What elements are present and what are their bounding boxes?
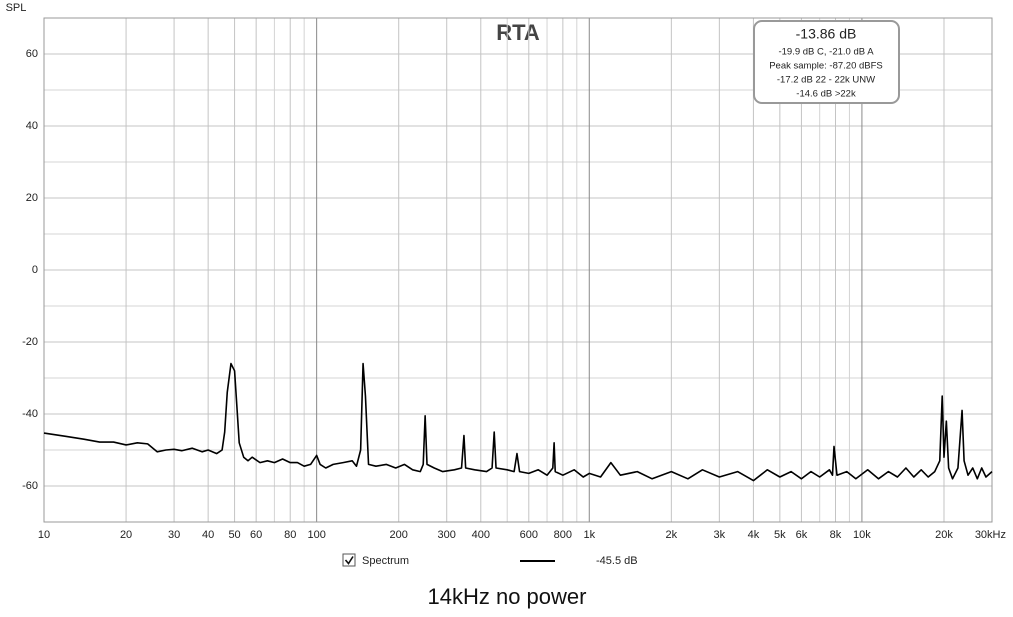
x-tick-label: 6k xyxy=(796,529,808,541)
legend-label: Spectrum xyxy=(362,555,409,567)
x-tick-label: 5k xyxy=(774,529,786,541)
y-axis-label: SPL xyxy=(6,2,27,14)
x-tick-label: 300 xyxy=(438,529,456,541)
x-tick-label: 10k xyxy=(853,529,871,541)
spectrum-line xyxy=(43,362,993,482)
x-tick-label: 100 xyxy=(307,529,325,541)
info-text: Peak sample: -87.20 dBFS xyxy=(769,61,883,72)
chart-title: RTA xyxy=(496,20,540,45)
x-tick-label: 20 xyxy=(120,529,132,541)
x-tick-label: 10 xyxy=(38,529,50,541)
x-tick-label: 50 xyxy=(228,529,240,541)
info-text: -13.86 dB xyxy=(796,26,857,42)
y-tick-label: 0 xyxy=(32,264,38,276)
x-tick-label: 30 xyxy=(168,529,180,541)
x-tick-label: 2k xyxy=(666,529,678,541)
x-tick-label: 40 xyxy=(202,529,214,541)
info-box xyxy=(753,20,900,104)
x-tick-label: 200 xyxy=(390,529,408,541)
x-tick-label: 20k xyxy=(935,529,953,541)
y-tick-label: -20 xyxy=(22,336,38,348)
y-tick-label: 40 xyxy=(26,120,38,132)
y-tick-label: -60 xyxy=(22,480,38,492)
x-tick-label: 60 xyxy=(250,529,262,541)
legend-value: -45.5 dB xyxy=(596,555,638,567)
x-tick-label: 3k xyxy=(714,529,726,541)
x-tick-label: 600 xyxy=(520,529,538,541)
check-mark xyxy=(344,556,354,565)
x-tick-label: 8k xyxy=(830,529,842,541)
x-tick-label: 1k xyxy=(583,529,595,541)
x-tick-label: 4k xyxy=(748,529,760,541)
caption: 14kHz no power xyxy=(428,584,587,609)
y-tick-label: 60 xyxy=(26,48,38,60)
info-text: -17.2 dB 22 - 22k UNW xyxy=(777,75,875,86)
info-text: -19.9 dB C, -21.0 dB A xyxy=(778,47,874,58)
y-tick-label: -40 xyxy=(22,408,38,420)
x-tick-label: 800 xyxy=(554,529,572,541)
x-tick-label: 30kHz xyxy=(975,529,1006,541)
info-text: -14.6 dB >22k xyxy=(796,89,856,100)
y-tick-label: 20 xyxy=(26,192,38,204)
x-tick-label: 400 xyxy=(472,529,490,541)
x-tick-label: 80 xyxy=(284,529,296,541)
plot-border xyxy=(43,17,993,523)
legend: Spectrum -45.5 dB xyxy=(342,553,638,567)
